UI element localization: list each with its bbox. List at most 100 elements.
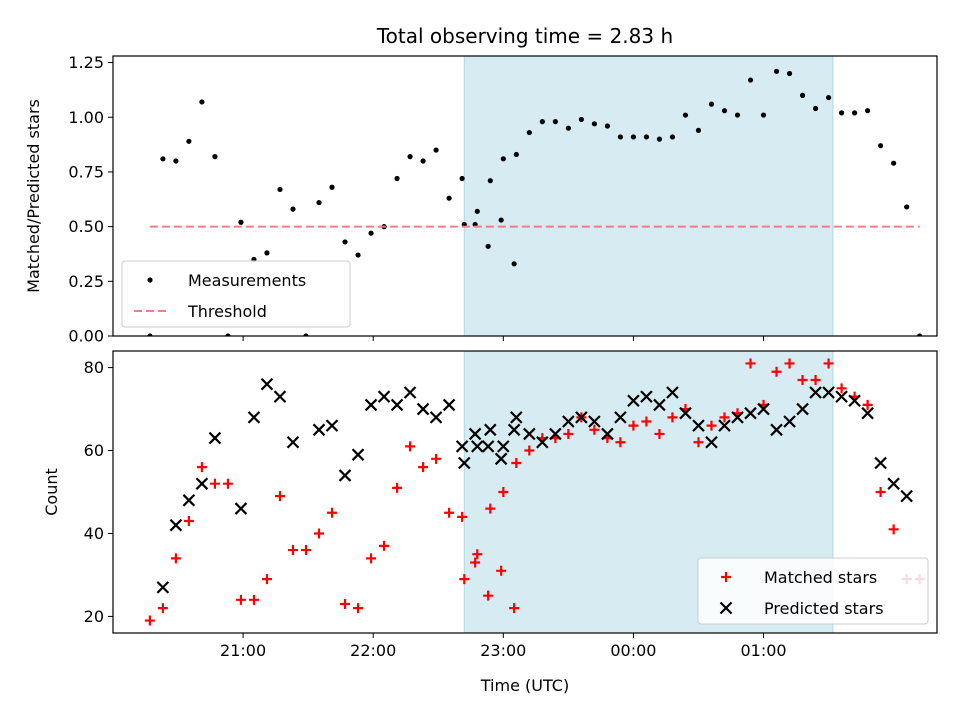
data-point [628, 420, 639, 431]
legend: Matched stars Predicted stars [697, 557, 929, 625]
data-point [708, 101, 715, 107]
legend-swatch [719, 601, 733, 615]
data-point [416, 402, 430, 416]
data-point [784, 358, 795, 369]
data-point [472, 549, 483, 560]
series-group [147, 68, 923, 336]
data-point [484, 423, 497, 437]
data-point [507, 423, 521, 437]
data-point [260, 377, 274, 391]
data-point [666, 386, 679, 399]
data-point [208, 431, 222, 445]
data-point [692, 419, 705, 432]
data-point [471, 440, 484, 453]
x-axis-label: Time (UTC) [480, 676, 569, 695]
data-point [199, 99, 205, 105]
top-panel: 0.00 0.25 0.50 0.75 1.00 1.25 Matched/Predicte… [24, 53, 938, 346]
x-tick-label: 22:00 [350, 641, 396, 660]
y-tick-label: 60 [84, 441, 104, 460]
data-point [209, 478, 220, 489]
data-point [235, 594, 246, 605]
data-point [563, 428, 574, 439]
data-point [510, 411, 523, 424]
legend-swatch [721, 572, 731, 582]
legend: Measurements Threshold [121, 260, 351, 328]
data-point [173, 158, 179, 164]
data-point [494, 452, 508, 466]
data-point [835, 390, 848, 403]
data-point [770, 423, 783, 437]
series-group [144, 358, 925, 626]
data-point [329, 184, 335, 190]
legend-label: Threshold [187, 302, 267, 321]
data-point [747, 77, 754, 83]
data-point [394, 175, 400, 182]
data-point [303, 333, 309, 336]
y-tick-label: 20 [84, 607, 104, 626]
data-point [799, 92, 806, 98]
y-axis-label: Count [42, 468, 61, 516]
data-point [810, 375, 821, 386]
data-point [513, 151, 519, 158]
axes-frame [112, 350, 938, 634]
data-point [721, 108, 728, 114]
data-point [368, 230, 374, 236]
data-point [511, 457, 522, 468]
data-point [904, 204, 910, 210]
data-point [734, 112, 741, 118]
data-point [604, 123, 611, 129]
data-point [679, 406, 692, 420]
data-point [353, 603, 364, 614]
data-point [340, 598, 351, 609]
data-point [589, 424, 600, 435]
data-point [377, 390, 391, 403]
x-tick-label: 21:00 [220, 641, 266, 660]
legend-box [121, 260, 351, 328]
data-point [407, 154, 413, 160]
data-point [487, 178, 493, 184]
data-point [196, 462, 207, 473]
y-tick-label: 0.50 [68, 217, 104, 236]
data-point [797, 375, 808, 386]
data-point [496, 565, 507, 576]
data-point [757, 402, 770, 416]
data-point [169, 518, 183, 532]
data-point [195, 477, 209, 490]
bottom-panel: 20 40 60 80 21:00 22:00 23:00 00:00 01:00 Count Ti… [42, 350, 938, 695]
data-point [887, 477, 900, 490]
data-point [760, 112, 767, 118]
y-tick-label: 0.25 [68, 272, 104, 291]
data-point [575, 411, 588, 424]
data-point [183, 516, 194, 527]
legend-swatch [147, 277, 153, 283]
data-point [643, 134, 650, 140]
data-point [498, 487, 509, 497]
data-point [601, 427, 614, 441]
data-point [338, 469, 352, 482]
data-point [325, 419, 339, 432]
legend-label: Matched stars [764, 568, 877, 587]
data-point [497, 440, 510, 453]
data-point [364, 398, 378, 412]
data-point [186, 138, 192, 144]
data-point [225, 333, 231, 336]
data-point [444, 507, 455, 518]
legend-label: Predicted stars [764, 599, 884, 618]
data-point [470, 557, 481, 568]
data-point [719, 412, 730, 423]
data-point [578, 116, 584, 123]
legend-label: Measurements [188, 271, 306, 290]
data-point [405, 441, 416, 452]
y-tick-label: 80 [84, 358, 104, 377]
data-point [917, 333, 923, 336]
data-point [617, 134, 624, 140]
data-point [526, 129, 532, 136]
y-tick-label: 0.00 [68, 327, 104, 346]
data-point [667, 412, 678, 423]
data-point [182, 494, 196, 507]
data-point [812, 105, 819, 112]
data-point [836, 383, 847, 394]
data-point [796, 402, 809, 416]
data-point [825, 94, 832, 101]
data-point [274, 491, 285, 502]
